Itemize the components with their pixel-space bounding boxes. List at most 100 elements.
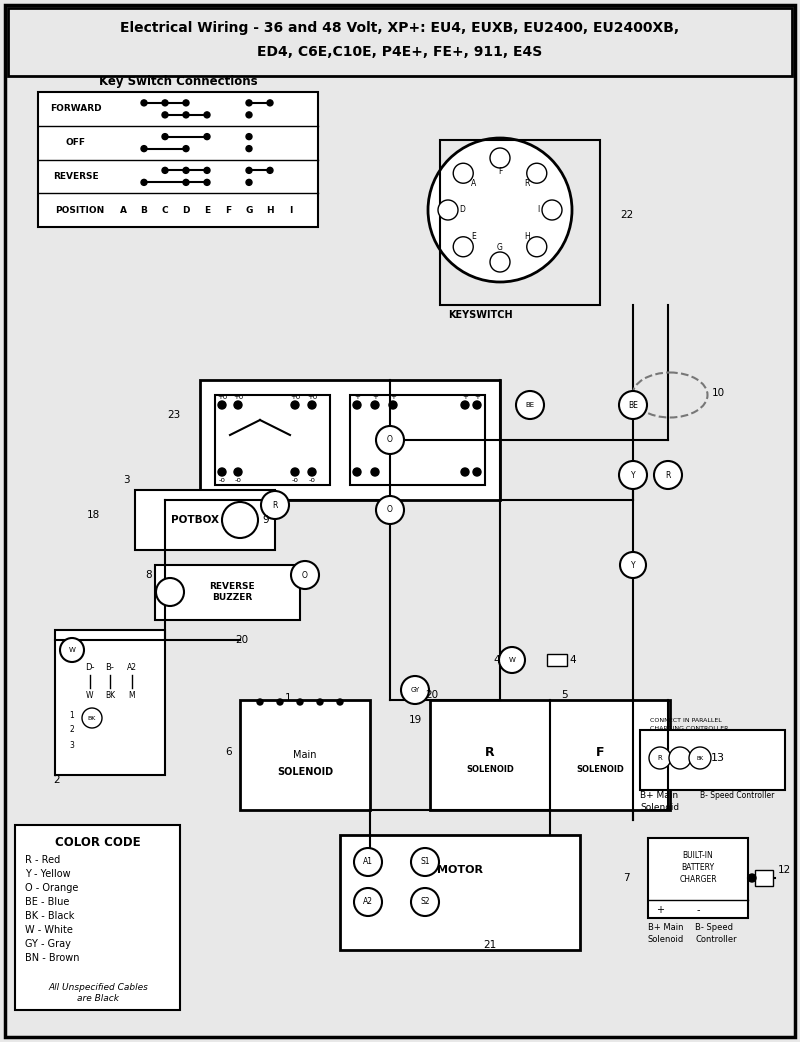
- Text: OFF: OFF: [66, 139, 86, 147]
- Text: 1: 1: [285, 693, 291, 703]
- Circle shape: [204, 133, 210, 140]
- Text: CHARGING CONTROLLER: CHARGING CONTROLLER: [650, 725, 728, 730]
- Circle shape: [353, 468, 361, 476]
- Text: 3: 3: [70, 741, 74, 749]
- Text: REVERSE: REVERSE: [53, 172, 99, 181]
- Text: -: -: [696, 905, 700, 915]
- Circle shape: [354, 848, 382, 876]
- Text: KEYSWITCH: KEYSWITCH: [448, 311, 512, 320]
- Text: D: D: [182, 205, 190, 215]
- Text: R: R: [658, 755, 662, 761]
- Circle shape: [218, 401, 226, 410]
- Text: B+ Main: B+ Main: [640, 791, 678, 799]
- Text: A1: A1: [363, 858, 373, 867]
- Text: W: W: [86, 691, 94, 699]
- Circle shape: [438, 200, 458, 220]
- Bar: [55, 630, 165, 775]
- Circle shape: [337, 699, 343, 705]
- Text: +: +: [372, 394, 378, 400]
- Circle shape: [234, 401, 242, 410]
- Text: E: E: [204, 205, 210, 215]
- Circle shape: [246, 111, 252, 118]
- Circle shape: [60, 638, 84, 662]
- Text: O - Orange: O - Orange: [25, 883, 78, 893]
- Bar: [640, 730, 785, 790]
- Bar: [200, 380, 500, 500]
- Text: 20: 20: [235, 635, 249, 645]
- Circle shape: [473, 468, 481, 476]
- Text: BK: BK: [88, 716, 96, 720]
- Circle shape: [654, 461, 682, 489]
- Text: R - Red: R - Red: [25, 855, 60, 865]
- Text: Main: Main: [294, 750, 317, 760]
- Text: CHARGER: CHARGER: [679, 875, 717, 885]
- Text: 10: 10: [712, 388, 725, 398]
- Text: S1: S1: [420, 858, 430, 867]
- Circle shape: [291, 468, 299, 476]
- Circle shape: [204, 168, 210, 173]
- Circle shape: [183, 146, 189, 152]
- Text: Solenoid: Solenoid: [640, 803, 679, 813]
- Circle shape: [141, 146, 147, 152]
- Text: BE - Blue: BE - Blue: [25, 897, 70, 907]
- Circle shape: [218, 468, 226, 476]
- Text: ED4, C6E,C10E, P4E+, FE+, 911, E4S: ED4, C6E,C10E, P4E+, FE+, 911, E4S: [258, 45, 542, 59]
- Bar: [340, 835, 580, 950]
- Text: O: O: [302, 571, 308, 579]
- Text: Solenoid: Solenoid: [648, 936, 684, 944]
- Text: POTBOX: POTBOX: [171, 515, 219, 525]
- Circle shape: [619, 461, 647, 489]
- Circle shape: [619, 391, 647, 419]
- Circle shape: [461, 468, 469, 476]
- Circle shape: [411, 888, 439, 916]
- Circle shape: [291, 561, 319, 589]
- Bar: [240, 700, 370, 810]
- Text: BATTERY: BATTERY: [682, 864, 714, 872]
- Text: 20: 20: [426, 690, 438, 700]
- Text: +o: +o: [290, 394, 300, 400]
- Circle shape: [204, 179, 210, 185]
- Text: R: R: [524, 178, 530, 188]
- Text: R: R: [272, 500, 278, 510]
- Circle shape: [246, 179, 252, 185]
- Text: SOLENOID: SOLENOID: [277, 767, 333, 777]
- Bar: [350, 395, 485, 485]
- Circle shape: [371, 401, 379, 410]
- Text: 12: 12: [778, 865, 791, 875]
- Circle shape: [428, 138, 572, 282]
- Text: BUILT-IN: BUILT-IN: [682, 851, 714, 861]
- Text: 2: 2: [54, 775, 60, 785]
- Bar: [8, 8, 792, 76]
- Text: F: F: [225, 205, 231, 215]
- Circle shape: [526, 237, 546, 256]
- Circle shape: [297, 699, 303, 705]
- Text: BK - Black: BK - Black: [25, 911, 74, 921]
- Text: O: O: [387, 505, 393, 515]
- Bar: [38, 92, 318, 227]
- Circle shape: [354, 888, 382, 916]
- Circle shape: [204, 111, 210, 118]
- Circle shape: [389, 401, 397, 410]
- Circle shape: [649, 747, 671, 769]
- Circle shape: [234, 468, 242, 476]
- Bar: [135, 490, 275, 550]
- Bar: [547, 654, 567, 666]
- Circle shape: [261, 491, 289, 519]
- Text: B-: B-: [106, 664, 114, 672]
- Text: W: W: [509, 658, 515, 663]
- Text: MOTOR: MOTOR: [437, 865, 483, 875]
- Text: -o: -o: [291, 477, 298, 483]
- Text: 23: 23: [166, 410, 180, 420]
- Circle shape: [257, 699, 263, 705]
- Text: +: +: [474, 394, 480, 400]
- Text: +: +: [390, 394, 396, 400]
- Circle shape: [162, 133, 168, 140]
- Circle shape: [277, 699, 283, 705]
- Text: GY - Gray: GY - Gray: [25, 939, 71, 949]
- Text: +: +: [656, 905, 664, 915]
- Text: +: +: [354, 394, 360, 400]
- Text: BK: BK: [105, 691, 115, 699]
- Circle shape: [222, 502, 258, 538]
- Circle shape: [183, 168, 189, 173]
- Bar: [215, 395, 330, 485]
